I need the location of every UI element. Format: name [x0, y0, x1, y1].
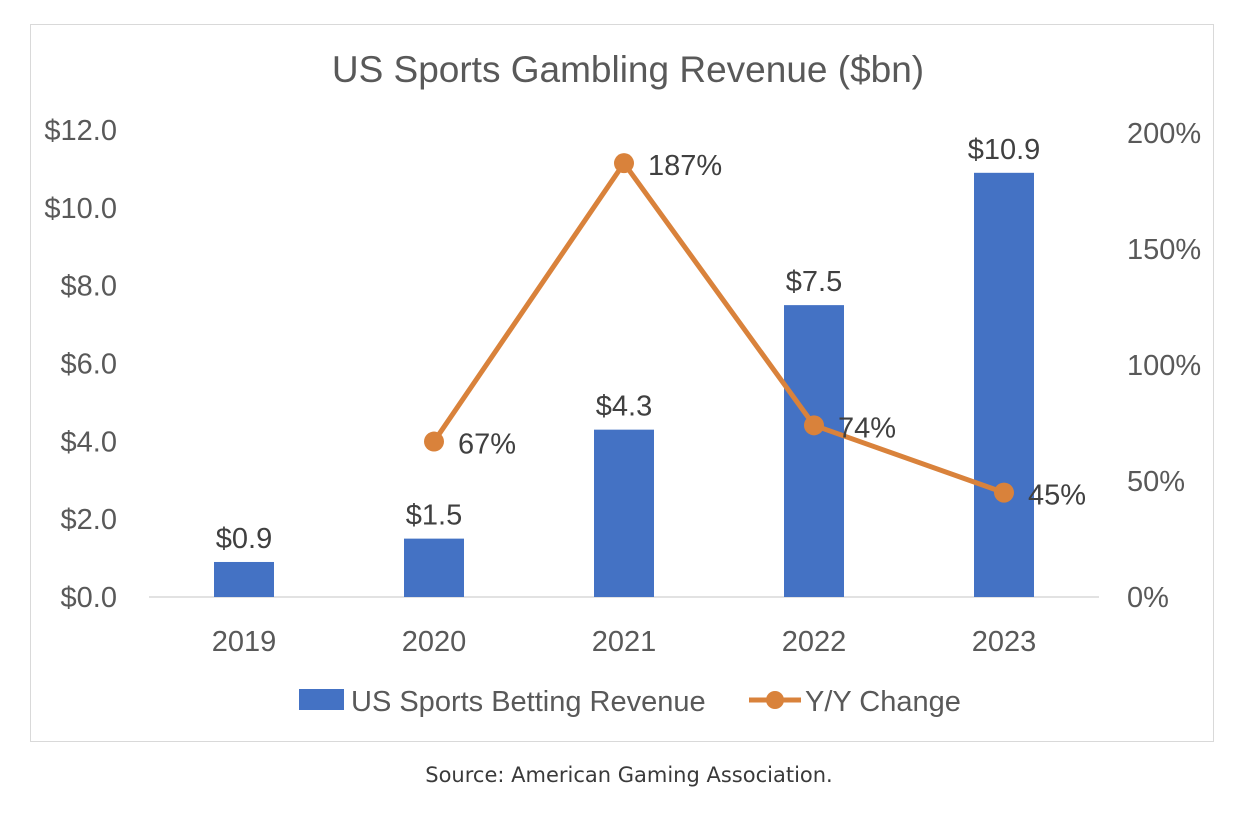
x-tick-label: 2021: [592, 626, 657, 658]
x-tick-label: 2023: [972, 626, 1037, 658]
source-note: Source: American Gaming Association.: [425, 763, 833, 787]
bar-data-label: $4.3: [596, 391, 652, 423]
y-right-axis: 0% 50% 100% 150% 200%: [1127, 118, 1201, 614]
y-left-tick-label: $10.0: [44, 193, 117, 225]
y-left-tick-label: $6.0: [61, 349, 117, 381]
line-data-label: 74%: [838, 412, 896, 444]
line-data-label: 187%: [648, 150, 722, 182]
y-right-tick-label: 0%: [1127, 582, 1169, 614]
chart-title: US Sports Gambling Revenue ($bn): [332, 49, 924, 90]
line-data-label: 67%: [458, 429, 516, 461]
bar-2019: [214, 561, 274, 597]
yoy-point-2020: [424, 431, 444, 452]
x-tick-label: 2022: [782, 626, 847, 658]
legend-line-marker: [766, 691, 784, 709]
yoy-point-2022: [804, 415, 824, 436]
y-left-tick-label: $0.0: [61, 582, 117, 614]
bar-2021: [594, 429, 654, 597]
line-data-label: 45%: [1028, 480, 1086, 512]
legend-line-label: Y/Y Change: [805, 686, 961, 718]
yoy-point-2021: [614, 153, 634, 174]
bar-data-label: $0.9: [216, 523, 272, 555]
legend-bar-swatch: [299, 689, 344, 710]
y-left-axis: $0.0 $2.0 $4.0 $6.0 $8.0 $10.0 $12.0: [44, 115, 117, 614]
x-tick-label: 2020: [402, 626, 467, 658]
line-data-labels: 67% 187% 74% 45%: [458, 150, 1086, 511]
bar-series: [214, 172, 1034, 597]
yoy-point-2023: [994, 482, 1014, 503]
line-series: [424, 153, 1014, 503]
y-right-tick-label: 100%: [1127, 350, 1201, 382]
bar-2023: [974, 172, 1034, 597]
bar-data-label: $7.5: [786, 266, 842, 298]
y-left-tick-label: $2.0: [61, 504, 117, 536]
y-right-tick-label: 200%: [1127, 118, 1201, 150]
yoy-change-line: [431, 160, 1005, 495]
y-left-tick-label: $8.0: [61, 271, 117, 303]
chart-frame: US Sports Gambling Revenue ($bn) $0.0 $2.…: [30, 24, 1214, 742]
bar-2020: [404, 538, 464, 597]
bar-2022: [784, 305, 844, 597]
y-right-tick-label: 150%: [1127, 234, 1201, 266]
bar-data-labels: $0.9 $1.5 $4.3 $7.5 $10.9: [216, 134, 1041, 555]
x-tick-label: 2019: [212, 626, 277, 658]
y-left-tick-label: $4.0: [61, 426, 117, 458]
x-axis: 2019 2020 2021 2022 2023: [212, 626, 1037, 658]
y-right-tick-label: 50%: [1127, 466, 1185, 498]
y-left-tick-label: $12.0: [44, 115, 117, 147]
legend: US Sports Betting Revenue Y/Y Change: [299, 686, 961, 718]
bar-data-label: $1.5: [406, 500, 462, 532]
chart: US Sports Gambling Revenue ($bn) $0.0 $2.…: [44, 49, 1201, 718]
bar-data-label: $10.9: [968, 134, 1041, 166]
legend-bar-label: US Sports Betting Revenue: [351, 686, 706, 718]
